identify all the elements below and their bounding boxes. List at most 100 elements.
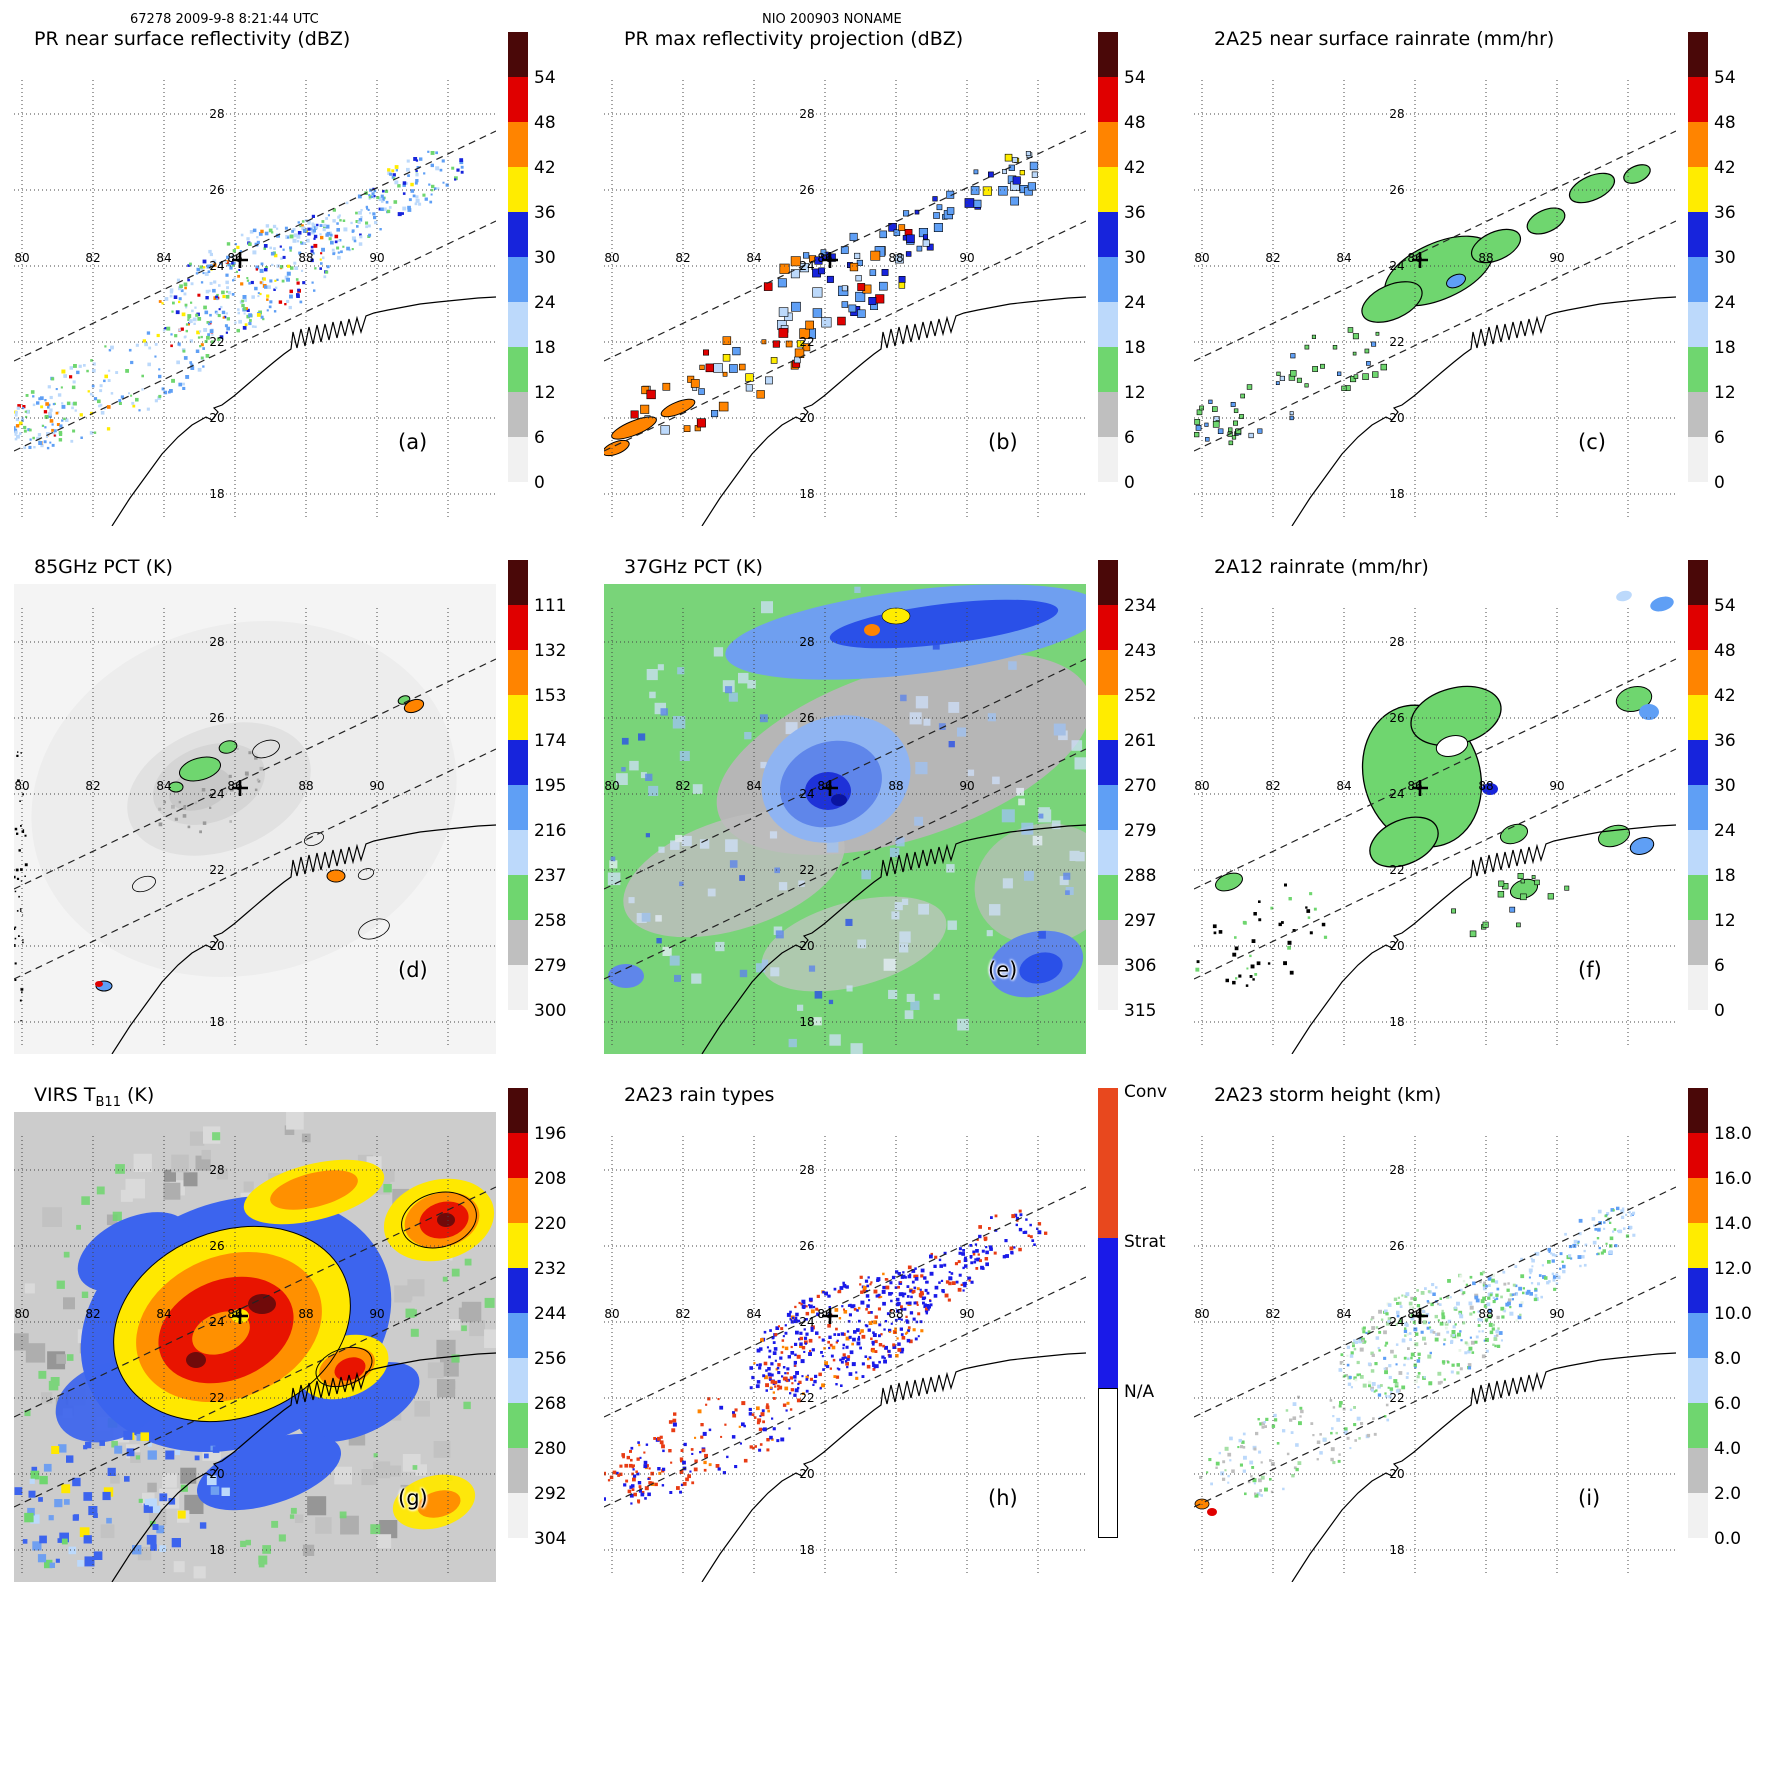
svg-text:18: 18 [209, 487, 224, 501]
data-field [14, 1112, 496, 1579]
colorbar-segment [508, 1358, 528, 1403]
svg-text:24: 24 [209, 1315, 224, 1329]
colorbar-tick: 220 [534, 1214, 567, 1234]
panel-letter-g: (g) [398, 1486, 428, 1510]
colorbar-segment [1098, 392, 1118, 437]
colorbar-segment [1688, 1403, 1708, 1448]
panel-title-h: 2A23 rain types [624, 1084, 775, 1106]
colorbar-segment [508, 560, 528, 605]
panel-letter-a: (a) [398, 430, 428, 454]
colorbar-tick: 24 [1714, 821, 1736, 841]
colorbar-tick: 0 [534, 473, 545, 493]
svg-text:88: 88 [888, 779, 903, 793]
colorbar-segment [1688, 920, 1708, 965]
swath-boundary-lines [1194, 130, 1676, 452]
coastline [701, 296, 1086, 526]
data-field [14, 150, 464, 450]
colorbar-segment [508, 212, 528, 257]
svg-text:20: 20 [799, 411, 814, 425]
panel-title-f: 2A12 rainrate (mm/hr) [1214, 556, 1429, 578]
colorbar-segment [508, 875, 528, 920]
colorbar-tick: 30 [1714, 776, 1736, 796]
svg-text:80: 80 [14, 1307, 29, 1321]
svg-text:24: 24 [1389, 1315, 1404, 1329]
colorbar-tick: 270 [1124, 776, 1157, 796]
svg-text:20: 20 [209, 411, 224, 425]
panel-title-d: 85GHz PCT (K) [34, 556, 173, 578]
colorbar-segment [1688, 167, 1708, 212]
colorbar-tick: 42 [1714, 158, 1736, 178]
data-field [1194, 1206, 1636, 1516]
svg-text:22: 22 [209, 1391, 224, 1405]
colorbar-segment [1688, 875, 1708, 920]
colorbar-a [508, 32, 528, 482]
svg-text:88: 88 [1478, 251, 1493, 265]
colorbar-segment [1098, 695, 1118, 740]
panel-letter-c: (c) [1578, 430, 1606, 454]
svg-text:18: 18 [209, 1015, 224, 1029]
svg-text:20: 20 [799, 939, 814, 953]
storm-center-marker [232, 252, 248, 268]
colorbar-segment [1688, 1223, 1708, 1268]
panel-letter-e: (e) [988, 958, 1018, 982]
svg-text:28: 28 [209, 107, 224, 121]
colorbar-segment [508, 167, 528, 212]
data-field [604, 1209, 1048, 1505]
colorbar-segment [508, 437, 528, 482]
colorbar-tick: 6 [1714, 428, 1725, 448]
coastline [701, 824, 1086, 1054]
colorbar-tick: 258 [534, 911, 567, 931]
colorbar-segment [1688, 830, 1708, 875]
swath-boundary-lines [604, 130, 1086, 452]
colorbar-tick: 30 [534, 248, 556, 268]
colorbar-segment [1688, 650, 1708, 695]
colorbar-tick: 18 [534, 338, 556, 358]
colorbar-segment [1688, 77, 1708, 122]
colorbar-tick: 10.0 [1714, 1304, 1752, 1324]
storm-center-marker [1412, 780, 1428, 796]
grid [1194, 1136, 1676, 1574]
colorbar-tick: 54 [1124, 68, 1146, 88]
colorbar-tick: 18 [1714, 866, 1736, 886]
svg-text:28: 28 [209, 1163, 224, 1177]
svg-text:82: 82 [675, 1307, 690, 1321]
svg-text:18: 18 [799, 1015, 814, 1029]
svg-text:84: 84 [1336, 251, 1351, 265]
colorbar-segment [1688, 1493, 1708, 1538]
svg-text:26: 26 [209, 1239, 224, 1253]
colorbar-tick: 292 [534, 1484, 567, 1504]
colorbar-tick: 2.0 [1714, 1484, 1742, 1504]
svg-text:90: 90 [369, 1307, 384, 1321]
colorbar-e [1098, 560, 1118, 1010]
colorbar-segment [508, 920, 528, 965]
colorbar-label: Strat [1124, 1232, 1166, 1252]
colorbar-segment [508, 1133, 528, 1178]
svg-text:20: 20 [1389, 939, 1404, 953]
colorbar-segment [1688, 1268, 1708, 1313]
colorbar-segment [1098, 347, 1118, 392]
svg-text:90: 90 [369, 251, 384, 265]
svg-text:28: 28 [209, 635, 224, 649]
colorbar-tick: 279 [534, 956, 567, 976]
colorbar-segment [1098, 77, 1118, 122]
colorbar-segment [508, 347, 528, 392]
colorbar-segment [508, 1178, 528, 1223]
colorbar-tick: 24 [1124, 293, 1146, 313]
lon-labels: 80 82 84 86 88 90 [14, 779, 384, 793]
colorbar-label: Conv [1124, 1082, 1168, 1102]
coastline [1291, 296, 1676, 526]
colorbar-segment [508, 785, 528, 830]
panel-title-b: PR max reflectivity projection (dBZ) [624, 28, 964, 50]
svg-text:90: 90 [1549, 779, 1564, 793]
colorbar-segment [1098, 875, 1118, 920]
svg-text:22: 22 [1389, 335, 1404, 349]
colorbar-h [1098, 1088, 1118, 1538]
colorbar-segment [1098, 920, 1118, 965]
svg-text:80: 80 [14, 779, 29, 793]
colorbar-segment [508, 122, 528, 167]
swath-boundary-lines [14, 1186, 496, 1508]
colorbar-segment [1098, 32, 1118, 77]
colorbar-tick: 42 [1124, 158, 1146, 178]
colorbar-segment [1688, 437, 1708, 482]
panel-letter-h: (h) [988, 1486, 1018, 1510]
